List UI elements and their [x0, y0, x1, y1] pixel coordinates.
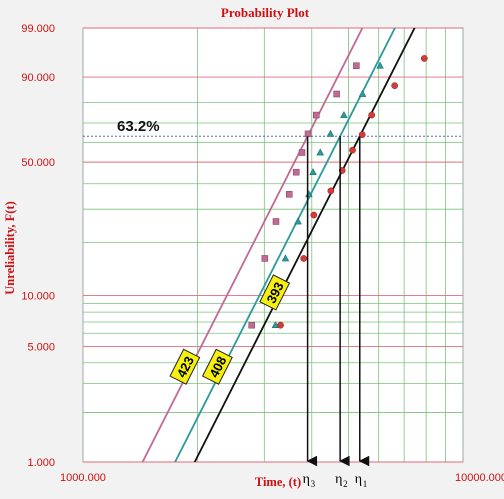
eta-label: η — [335, 472, 342, 487]
data-point-423 — [304, 130, 312, 138]
series-tag-408: 408 — [201, 348, 233, 385]
chart-title: Probability Plot — [221, 5, 310, 20]
data-point-393 — [310, 211, 318, 219]
data-point-408 — [309, 168, 317, 176]
reference-layer: 63.2% — [83, 118, 463, 137]
data-point-393 — [391, 82, 399, 90]
series-tag-box — [259, 274, 291, 311]
eta-subscript: 2 — [343, 479, 348, 489]
x-tick-label: 10000.000 — [455, 472, 504, 484]
data-point-408 — [294, 217, 302, 225]
data-point-408 — [271, 321, 280, 329]
data-points — [248, 55, 428, 329]
data-point-423 — [353, 62, 360, 69]
fit-line-393 — [193, 28, 416, 462]
fit-line-408 — [174, 28, 396, 462]
x-tick-label: 1000.000 — [60, 472, 106, 484]
data-point-423 — [298, 149, 306, 156]
series-tag-423: 423 — [169, 348, 201, 385]
data-point-408 — [340, 110, 348, 118]
y-tick-label: 50.000 — [21, 157, 55, 169]
data-point-393 — [420, 55, 428, 62]
fit-lines — [141, 28, 416, 462]
series-tag-box — [201, 348, 233, 385]
plot-area — [82, 27, 464, 463]
data-point-393 — [300, 255, 308, 262]
data-point-408 — [358, 89, 367, 97]
data-point-393 — [349, 146, 356, 154]
y-tick-label: 99.000 — [21, 23, 55, 35]
fit-line-423 — [141, 28, 364, 462]
data-point-423 — [272, 218, 280, 225]
eta-label: η — [303, 472, 310, 487]
series-tag-393: 393 — [259, 274, 291, 311]
data-point-423 — [286, 191, 293, 198]
data-point-408 — [326, 129, 335, 137]
data-point-408 — [316, 148, 325, 156]
data-point-423 — [292, 168, 300, 176]
reference-label: 63.2% — [117, 118, 160, 135]
y-tick-label: 5.000 — [27, 342, 55, 354]
data-point-423 — [333, 90, 340, 98]
data-point-393 — [327, 187, 335, 195]
data-point-423 — [248, 321, 255, 329]
eta-label: η — [355, 472, 362, 487]
series-tag-box — [169, 348, 201, 385]
data-point-393 — [277, 321, 284, 329]
data-point-393 — [368, 111, 376, 119]
data-point-393 — [358, 131, 366, 139]
series-tags: 423 408 393 — [169, 274, 291, 385]
y-tick-label: 1.000 — [27, 457, 55, 469]
y-tick-label: 10.000 — [21, 291, 55, 303]
data-point-423 — [261, 255, 269, 262]
eta-subscript: 3 — [311, 479, 316, 489]
data-point-408 — [281, 254, 290, 262]
data-point-423 — [313, 111, 320, 119]
x-axis-label: Time, (t) — [255, 475, 301, 489]
y-axis-label: Unreliability, F(t) — [3, 201, 17, 295]
eta-subscript: 1 — [363, 479, 368, 489]
y-tick-label: 90.000 — [21, 72, 55, 84]
data-point-408 — [376, 61, 384, 69]
tick-labels: 99.000 90.000 50.000 10.000 5.000 1.000 1000.0… — [21, 23, 504, 484]
